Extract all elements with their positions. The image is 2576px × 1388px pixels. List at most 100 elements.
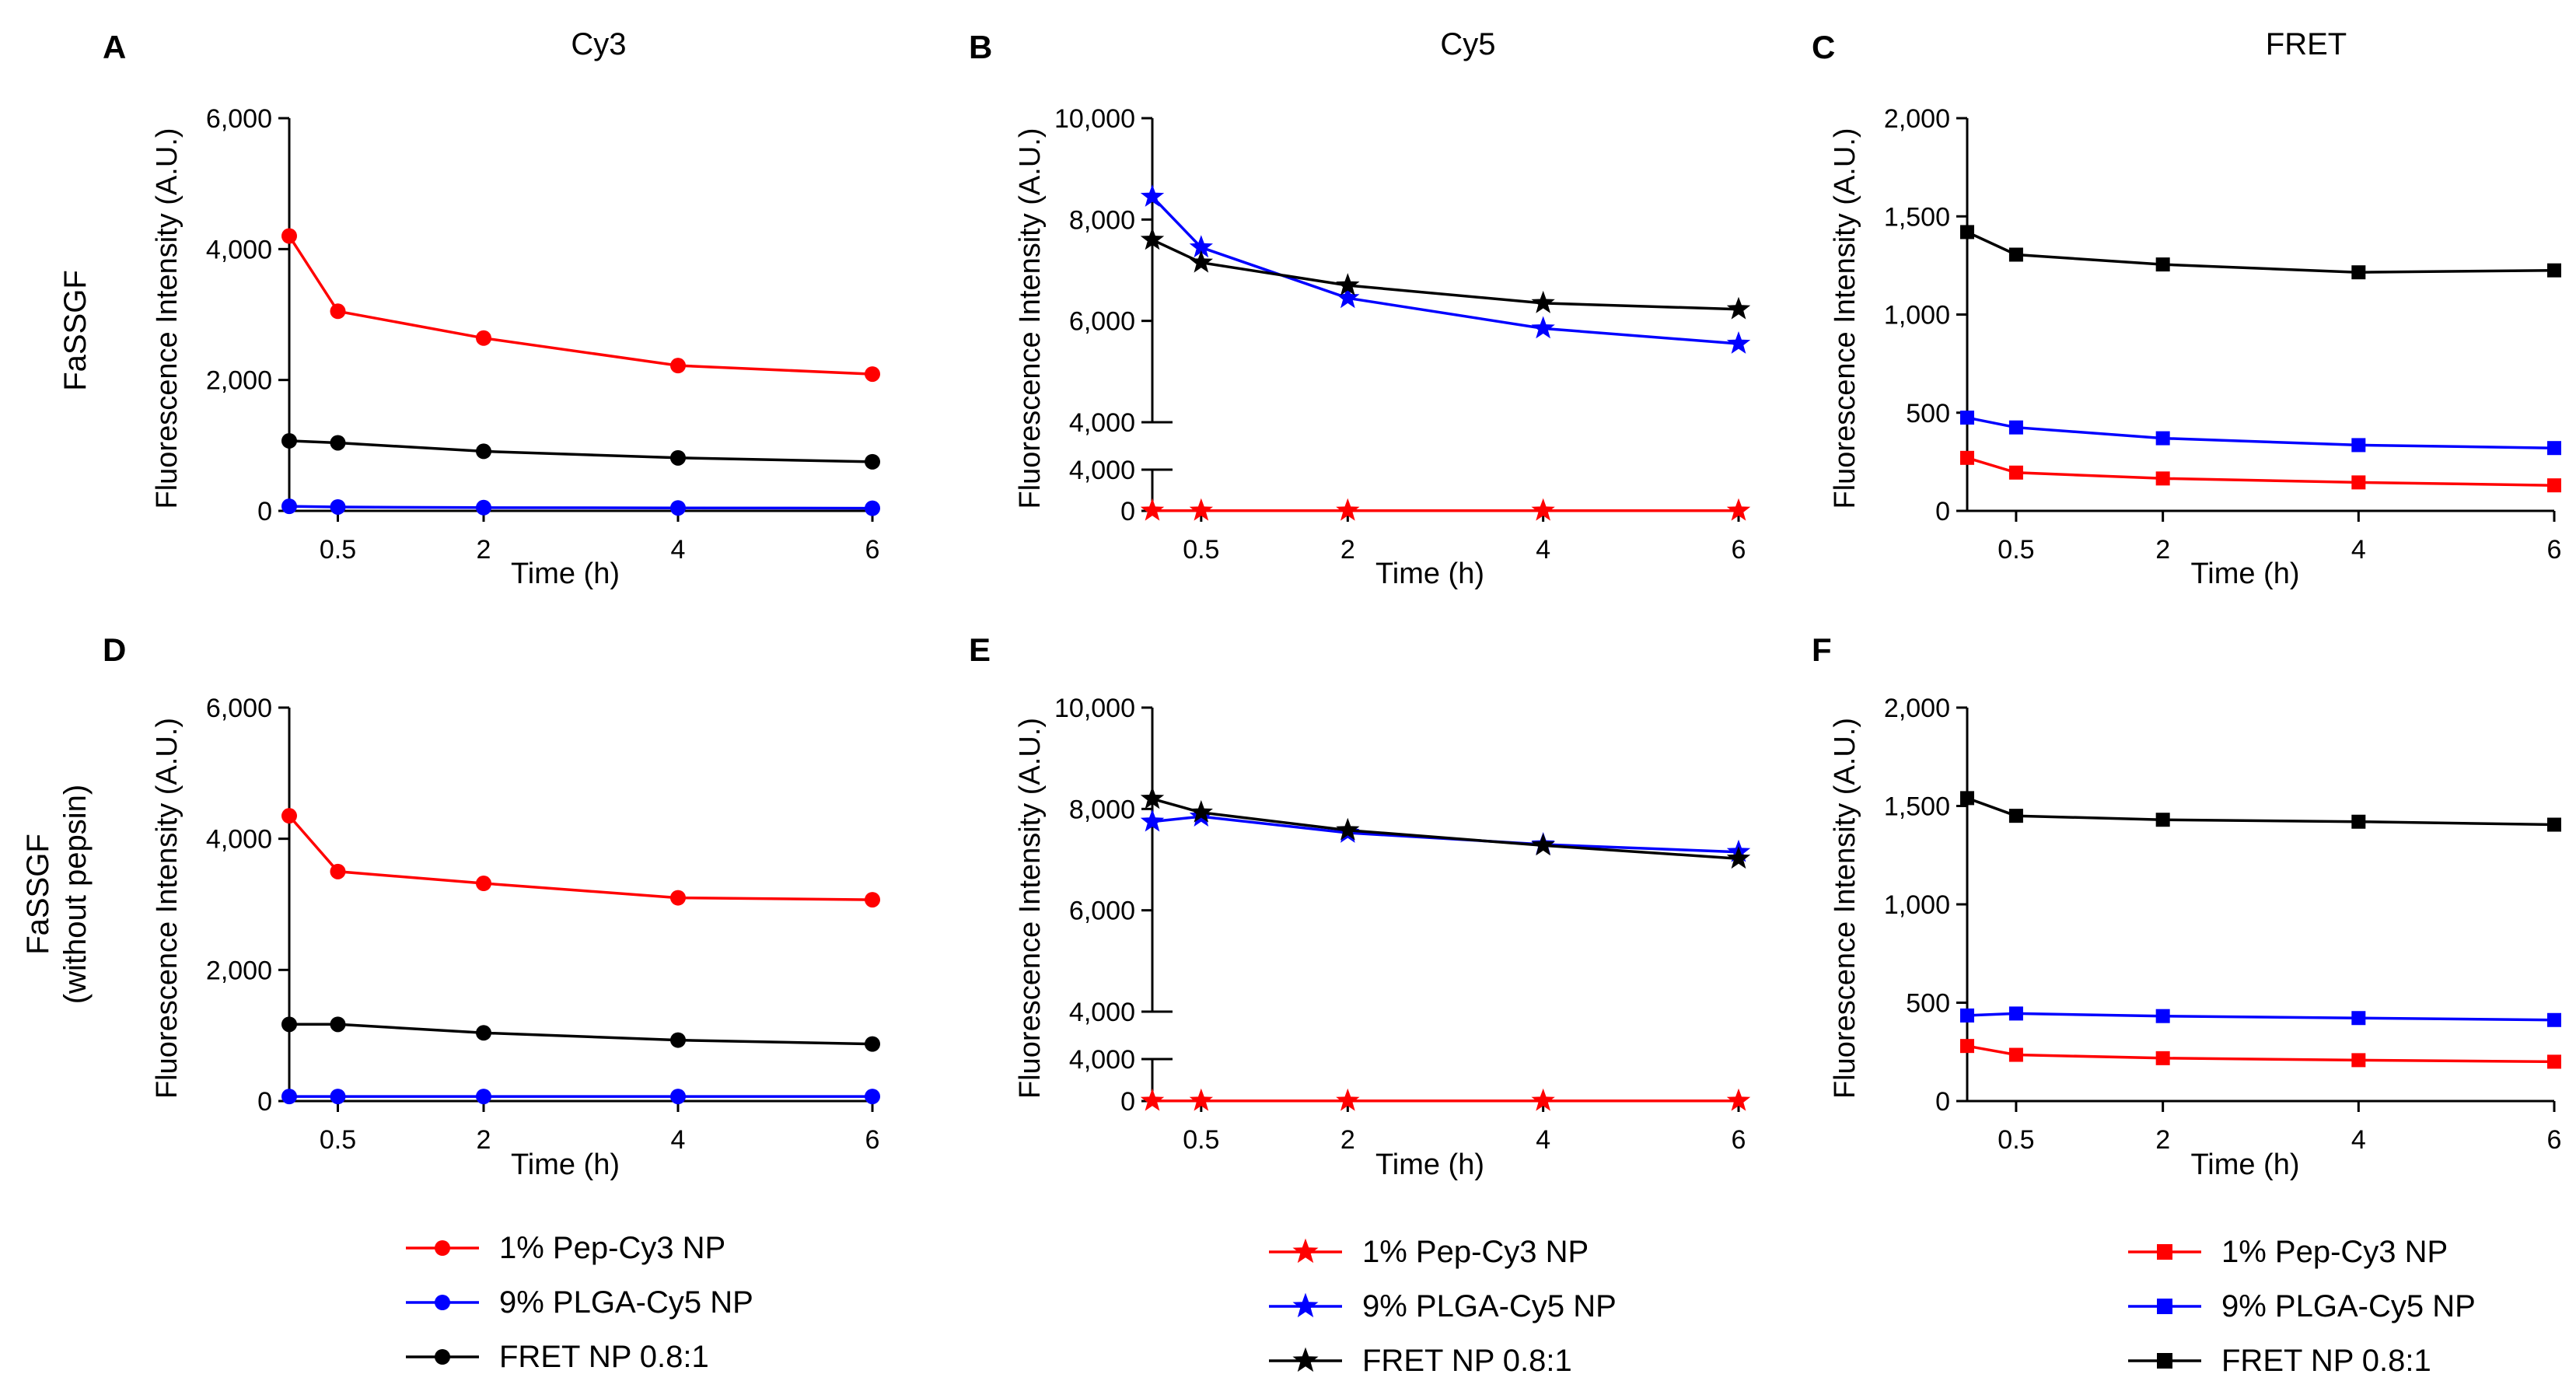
y-tick-label: 2,000 <box>206 956 272 985</box>
x-tick-label: 0.5 <box>320 1125 356 1155</box>
x-axis-label: Time (h) <box>2190 1149 2299 1181</box>
x-tick-label: 0.5 <box>320 535 356 565</box>
x-tick-label: 4 <box>1536 1125 1550 1155</box>
chart-panel-f: F 0 500 1,000 1,500 2,000 0.5 2 4 6 Time (h) Fluore… <box>1812 631 2561 1181</box>
data-point <box>1336 273 1360 295</box>
series-line <box>288 505 873 510</box>
series-line <box>1966 230 2555 274</box>
data-point <box>1960 1008 1974 1023</box>
data-point <box>1336 1088 1360 1111</box>
panel-letter: E <box>969 631 991 668</box>
data-point <box>2547 817 2561 832</box>
data-point <box>2547 478 2561 493</box>
y-tick-label: 2,000 <box>1884 104 1950 134</box>
x-tick-label: 0.5 <box>1998 535 2034 565</box>
data-point <box>2008 1006 2023 1021</box>
y-tick-label: 6,000 <box>1069 897 1135 926</box>
y-tick-label: 4,000 <box>1069 998 1135 1027</box>
legend-star: 1% Pep-Cy3 NP 9% PLGA-Cy5 NP FRET NP 0.8:1 <box>1267 1225 1617 1388</box>
chart-panel-b: B 4,000 6,000 8,000 10,000 0 4,000 0.5 2 4 6 Time (… <box>969 29 1751 590</box>
data-point <box>330 303 346 320</box>
series-fret-np-0-8-1 <box>1960 791 2561 832</box>
y-tick-label: 0 <box>1935 1087 1950 1117</box>
legend-marker <box>2157 1299 2172 1314</box>
chart-panel-a: A 0 2,000 4,000 6,000 0.5 2 4 6 Time (h) Fluoresce… <box>103 29 880 590</box>
series-fret-np-0-8-1 <box>281 432 880 470</box>
legend-item: 9% PLGA-Cy5 NP <box>1267 1279 1617 1334</box>
panel-letter: B <box>969 29 992 65</box>
x-tick-label: 0.5 <box>1998 1125 2034 1155</box>
x-tick-label: 2 <box>2155 1125 2170 1155</box>
data-point <box>1960 450 1974 465</box>
data-point <box>2155 431 2170 446</box>
data-point <box>476 876 491 892</box>
data-point <box>476 443 491 460</box>
y-tick-label: 6,000 <box>206 104 272 134</box>
series-fret-np-0-8-1 <box>1960 225 2561 280</box>
x-axis-label: Time (h) <box>2190 558 2299 590</box>
y-tick-label: 1,500 <box>1884 792 1950 822</box>
legend-item: FRET NP 0.8:1 <box>404 1330 753 1384</box>
series-line <box>1966 1012 2555 1022</box>
series-9-plga-cy5-np <box>1960 1006 2561 1027</box>
y-axis-label: Fluorescence Intensity (A.U.) <box>1014 718 1047 1099</box>
legend-swatch <box>1269 1238 1342 1264</box>
x-tick-label: 6 <box>2547 1125 2562 1155</box>
legend-marker <box>2157 1353 2172 1369</box>
data-point <box>2547 1012 2561 1027</box>
panel-letter: D <box>103 631 126 668</box>
legend-label: 1% Pep-Cy3 NP <box>499 1230 726 1265</box>
x-tick-label: 2 <box>1340 535 1355 565</box>
legend-item: 9% PLGA-Cy5 NP <box>2127 1279 2476 1334</box>
x-tick-label: 0.5 <box>1183 1125 1219 1155</box>
series-fret-np-0-8-1 <box>1140 786 1751 869</box>
data-point <box>476 1025 491 1041</box>
series-1-pep-cy3-np <box>1140 1088 1751 1111</box>
x-tick-label: 6 <box>1732 1125 1746 1155</box>
data-point <box>1189 498 1213 521</box>
data-point <box>1336 285 1360 309</box>
data-point <box>1531 290 1555 313</box>
legend-label: FRET NP 0.8:1 <box>499 1339 709 1374</box>
legend-marker <box>435 1240 450 1256</box>
y-tick-label: 500 <box>1906 399 1950 428</box>
legend-item: FRET NP 0.8:1 <box>1267 1334 1617 1388</box>
column-title: FRET <box>2266 27 2347 61</box>
data-point <box>2155 1009 2170 1023</box>
y-tick-label: 2,000 <box>1884 694 1950 723</box>
series-9-plga-cy5-np <box>281 1089 880 1105</box>
chart-panel-e: E 4,000 6,000 8,000 10,000 0 4,000 0.5 2 4 6 Time (… <box>969 631 1751 1181</box>
data-point <box>476 330 491 346</box>
y-tick-label: 8,000 <box>1069 205 1135 235</box>
data-point <box>2351 1053 2366 1068</box>
legend-swatch <box>406 1349 479 1365</box>
data-point <box>281 228 297 244</box>
data-point <box>670 1032 686 1048</box>
data-point <box>2351 438 2366 453</box>
data-point <box>281 498 297 515</box>
data-point <box>330 1089 346 1105</box>
y-tick-label: 0 <box>1935 497 1950 526</box>
data-point <box>281 432 297 449</box>
y-tick-label: 4,000 <box>1069 1045 1135 1075</box>
data-point <box>2351 475 2366 490</box>
x-axis-label: Time (h) <box>1375 558 1484 590</box>
legend-item: 1% Pep-Cy3 NP <box>404 1221 753 1275</box>
legend-marker <box>1292 1238 1319 1264</box>
series-line <box>1152 815 1739 854</box>
data-point <box>1726 331 1751 354</box>
series-1-pep-cy3-np <box>1960 1039 2561 1069</box>
data-point <box>1531 833 1555 856</box>
data-point <box>330 435 346 451</box>
row-label: FaSSGF (without pepsin) <box>21 785 93 1004</box>
data-point <box>1960 1039 1974 1054</box>
data-point <box>1140 786 1165 809</box>
x-tick-label: 6 <box>2547 535 2562 565</box>
data-point <box>1189 235 1213 258</box>
legend-label: 9% PLGA-Cy5 NP <box>1362 1288 1617 1323</box>
data-point <box>670 890 686 906</box>
chart-panel-d: D 0 2,000 4,000 6,000 0.5 2 4 6 Time (h) Fluoresce… <box>103 631 880 1181</box>
y-tick-label: 0 <box>257 497 272 526</box>
data-point <box>865 500 880 516</box>
data-point <box>865 1036 880 1052</box>
